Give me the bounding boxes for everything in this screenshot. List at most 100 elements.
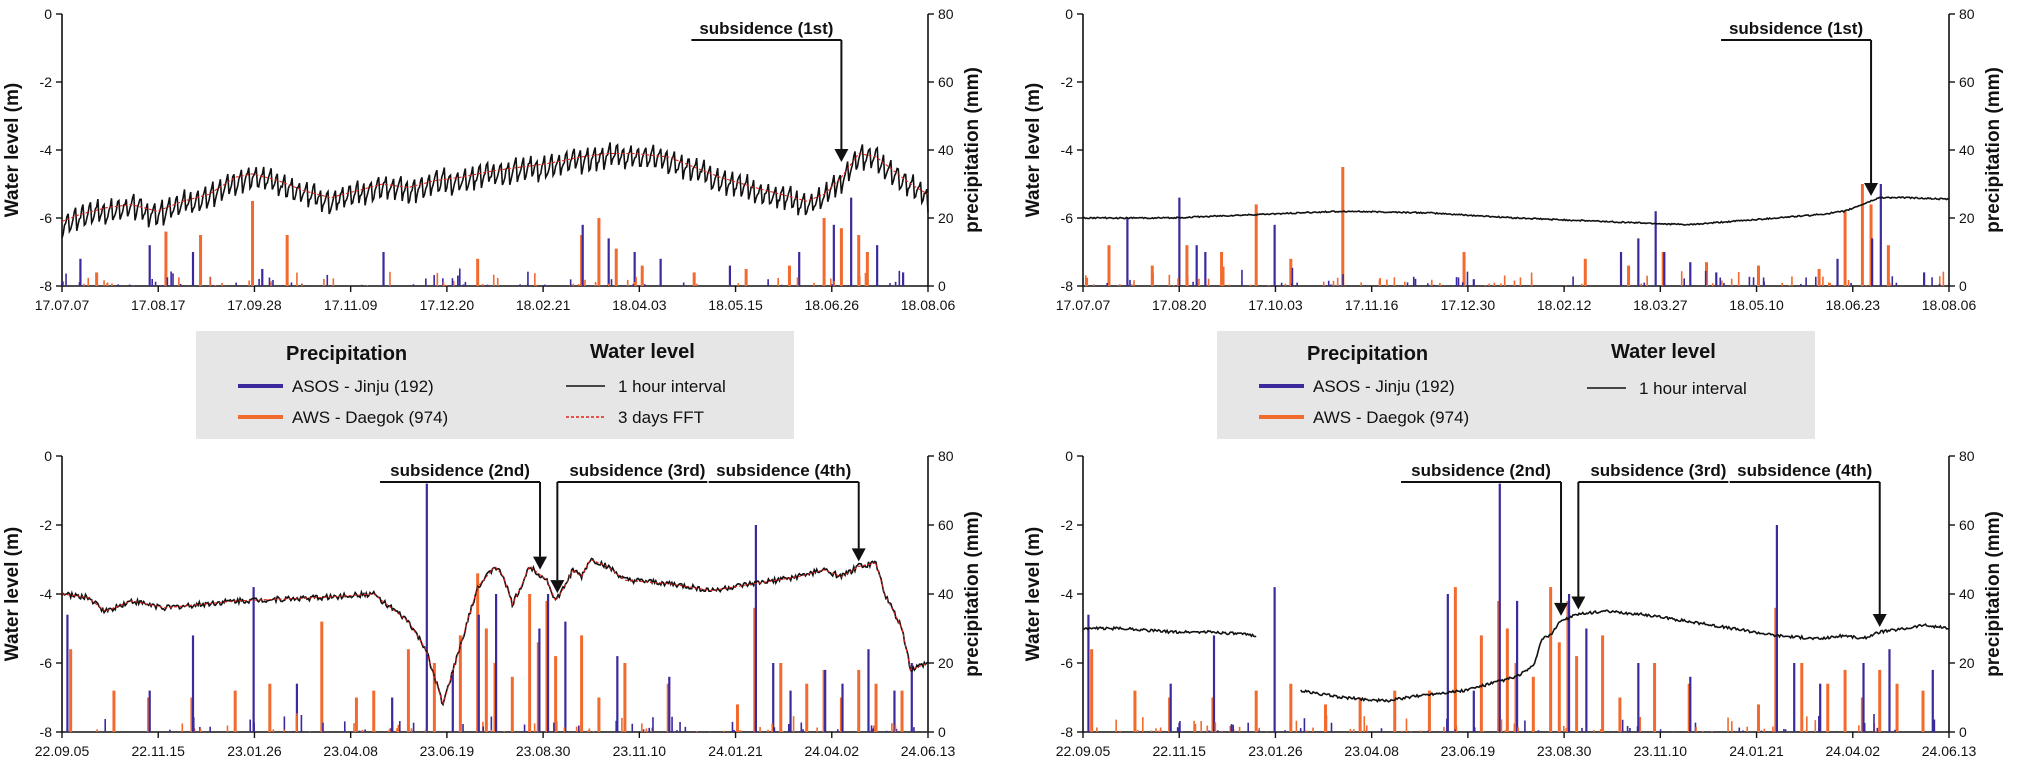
annotation-label: subsidence (4th) bbox=[716, 461, 851, 480]
precip-bar-asos bbox=[1654, 211, 1657, 286]
legend-label-asos: ASOS - Jinju (192) bbox=[1313, 377, 1455, 396]
precip-bar-aws bbox=[575, 726, 578, 732]
precip-bar-asos bbox=[1923, 272, 1926, 286]
precip-bar-asos bbox=[170, 271, 172, 286]
precip-bar-aws bbox=[1141, 717, 1144, 732]
precip-bar-asos bbox=[151, 278, 154, 286]
precip-bar-asos bbox=[1126, 218, 1129, 286]
precip-bar-asos bbox=[1619, 252, 1623, 286]
y-tick-label: -2 bbox=[40, 74, 53, 90]
y-tick-label: 0 bbox=[1065, 6, 1073, 22]
precip-bar-aws bbox=[858, 276, 861, 286]
precip-bar-asos bbox=[1280, 282, 1283, 286]
precip-bar-aws bbox=[436, 272, 439, 286]
y-axis-label: Water level (m) bbox=[1023, 83, 1044, 217]
x-tick-label: 18.06.23 bbox=[1826, 297, 1881, 313]
precip-bar-aws bbox=[626, 280, 629, 286]
precip-bar-asos bbox=[1762, 277, 1765, 286]
precip-bar-asos bbox=[209, 726, 211, 732]
y-tick-label: -4 bbox=[40, 586, 53, 602]
precip-bar-asos bbox=[527, 271, 529, 286]
precip-bar-aws bbox=[1791, 276, 1793, 286]
legend-right: Precipitation ASOS - Jinju (192) AWS - D… bbox=[1217, 331, 1815, 439]
precip-bar-aws bbox=[485, 729, 488, 732]
precip-bar-asos bbox=[1273, 224, 1276, 286]
precip-bar-asos bbox=[458, 268, 461, 286]
precip-bar-aws bbox=[1530, 272, 1533, 286]
precip-bar-asos bbox=[772, 663, 775, 732]
precip-bar-aws bbox=[296, 272, 298, 286]
chart-panel-bottom-left: -8 -6 -4 -2 0 0 20 40 60 80 22.09.05 22.11.15 23.01.… bbox=[2, 448, 983, 759]
y2-tick-label: 20 bbox=[938, 210, 954, 226]
precip-bar-asos bbox=[148, 690, 151, 732]
precip-bar-asos bbox=[926, 731, 929, 732]
precip-bar-asos bbox=[607, 238, 610, 286]
precip-bar-aws bbox=[1730, 278, 1733, 286]
precip-bar-asos bbox=[391, 697, 394, 732]
precip-bar-aws bbox=[484, 628, 488, 732]
precip-bar-asos bbox=[1498, 483, 1501, 732]
precip-bar-aws bbox=[651, 727, 653, 732]
precip-bar-aws bbox=[1482, 731, 1484, 732]
precip-bar-aws bbox=[1504, 730, 1507, 732]
precip-bar-aws bbox=[1865, 285, 1868, 286]
precip-bar-aws bbox=[1711, 283, 1714, 286]
precip-bar-aws bbox=[87, 277, 90, 286]
precip-bar-asos bbox=[1876, 727, 1879, 732]
precip-bar-asos bbox=[1195, 245, 1198, 286]
precip-bar-aws bbox=[432, 663, 436, 732]
y-tick-label: -6 bbox=[1061, 655, 1074, 671]
precip-bar-asos bbox=[1232, 724, 1234, 732]
precip-bar-asos bbox=[872, 728, 874, 732]
precip-bar-asos bbox=[523, 724, 526, 732]
precip-bar-aws bbox=[1352, 729, 1355, 732]
precip-bar-asos bbox=[1446, 718, 1448, 732]
x-tick-label: 22.11.15 bbox=[131, 743, 185, 759]
precip-bar-aws bbox=[1513, 280, 1516, 286]
precip-bar-aws bbox=[1401, 730, 1403, 732]
precip-bar-asos bbox=[191, 635, 195, 732]
precip-bar-aws bbox=[1601, 635, 1605, 732]
precip-bar-aws bbox=[272, 729, 275, 732]
precip-bar-aws bbox=[782, 731, 784, 732]
precip-bar-asos bbox=[343, 721, 346, 732]
precip-bar-aws bbox=[1096, 727, 1098, 732]
precip-bar-aws bbox=[864, 272, 867, 286]
precip-bar-asos bbox=[290, 282, 293, 286]
precip-bar-aws bbox=[614, 248, 618, 286]
precip-bar-asos bbox=[1291, 267, 1294, 286]
annotation-arrow-head bbox=[1571, 596, 1586, 610]
precip-bar-asos bbox=[490, 716, 493, 732]
precip-bar-asos bbox=[832, 224, 835, 286]
precip-bar-aws bbox=[1557, 642, 1561, 732]
precip-bar-asos bbox=[1230, 725, 1233, 732]
precip-bar-asos bbox=[1572, 276, 1574, 286]
precip-bar-aws bbox=[621, 717, 623, 732]
precip-bar-asos bbox=[1581, 727, 1583, 732]
precip-bar-aws bbox=[1878, 669, 1882, 732]
precip-bar-asos bbox=[425, 278, 427, 286]
annotation-label: subsidence (1st) bbox=[1729, 19, 1863, 38]
y-tick-label: -6 bbox=[1061, 210, 1074, 226]
precip-bar-asos bbox=[1805, 277, 1807, 286]
x-tick-label: 17.07.07 bbox=[35, 297, 90, 313]
precip-bar-asos bbox=[191, 252, 195, 286]
precip-bar-aws bbox=[857, 669, 861, 732]
precip-bar-aws bbox=[735, 704, 739, 732]
precip-bar-asos bbox=[671, 716, 673, 732]
precip-bar-aws bbox=[1341, 167, 1345, 286]
precip-bar-aws bbox=[270, 281, 272, 286]
y2-axis-label: precipitation (mm) bbox=[962, 67, 983, 233]
legend-label-1hour: 1 hour interval bbox=[1639, 379, 1747, 398]
precip-bar-aws bbox=[301, 284, 303, 286]
precip-bar-asos bbox=[1454, 729, 1457, 732]
x-tick-label: 24.04.02 bbox=[1826, 743, 1881, 759]
precip-bar-asos bbox=[1412, 276, 1415, 286]
precip-bar-aws bbox=[739, 730, 742, 732]
precip-bar-aws bbox=[332, 278, 335, 286]
y2-tick-label: 40 bbox=[1959, 586, 1975, 602]
legend-label-asos: ASOS - Jinju (192) bbox=[292, 377, 434, 396]
y-tick-label: 0 bbox=[1065, 448, 1073, 464]
precip-bar-asos bbox=[1087, 614, 1090, 732]
precip-bar-asos bbox=[1689, 676, 1692, 732]
